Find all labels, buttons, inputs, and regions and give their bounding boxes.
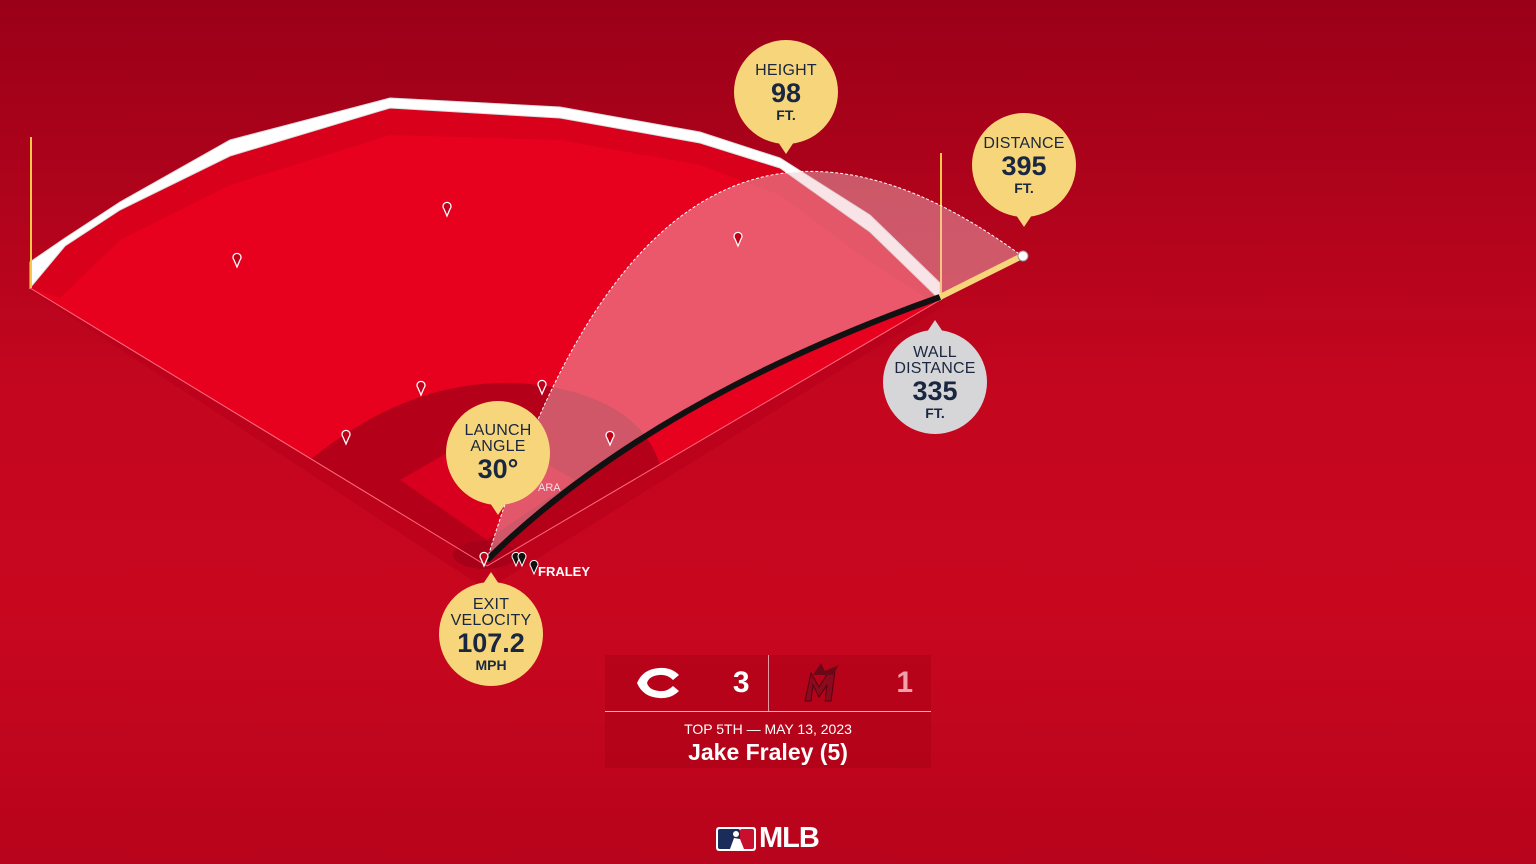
pin-icon: [537, 379, 547, 396]
pin-icon: [605, 430, 615, 447]
wall-distance-value: 335: [912, 375, 958, 406]
ball-landing-icon: [1017, 250, 1029, 262]
home-team: 1: [767, 655, 932, 711]
exit-velocity-label-2: VELOCITY: [450, 611, 532, 629]
player-name: Jake Fraley (5): [688, 739, 848, 765]
launch-angle-callout: LAUNCH ANGLE 30°: [446, 401, 550, 515]
distance-label: DISTANCE: [983, 134, 1065, 152]
distance-callout: DISTANCE 395 FT.: [972, 113, 1076, 227]
away-score: 3: [732, 666, 750, 699]
height-unit: FT.: [776, 106, 796, 123]
pin-icon: [733, 231, 743, 248]
exit-velocity-label: EXIT: [472, 595, 510, 613]
inning-date: TOP 5TH — MAY 13, 2023: [684, 721, 852, 737]
launch-angle-value: 30°: [477, 454, 519, 484]
launch-angle-label: LAUNCH: [464, 422, 532, 439]
height-label: HEIGHT: [755, 61, 817, 79]
pin-icon: [442, 201, 452, 218]
flight-shadow-area: [487, 171, 1022, 560]
runner-pins: [511, 551, 539, 576]
batter-label: FRALEY: [538, 564, 590, 579]
pin-icon: [416, 380, 426, 397]
wall-distance-callout: WALL DISTANCE 335 FT.: [883, 320, 987, 434]
wall-distance-label: WALL: [913, 343, 957, 361]
pin-icon: [517, 551, 527, 568]
pin-icon: [232, 252, 242, 269]
wall-distance-unit: FT.: [925, 404, 945, 421]
home-score: 1: [896, 666, 913, 699]
ball-flight-arc: [486, 170, 1023, 561]
left-foul-line: [29, 287, 488, 567]
mlb-batter-icon: [716, 826, 756, 851]
exit-velocity-value: 107.2: [457, 627, 525, 658]
right-foul-line: [486, 299, 941, 567]
exit-velocity-unit: MPH: [475, 656, 507, 673]
reds-logo-icon: [637, 667, 679, 699]
away-team: 3: [605, 655, 768, 711]
mlb-text: MLB: [759, 822, 820, 854]
beyond-wall-track: [938, 253, 1024, 300]
fielder-label: ARA: [538, 482, 561, 494]
pin-icon: [479, 551, 489, 568]
ground-track: [484, 294, 942, 563]
fielder-pins: [232, 201, 743, 568]
marlins-logo-icon: [803, 663, 839, 702]
pin-icon: [341, 429, 351, 446]
scoreboard: 3 1 TOP 5TH — MAY 13, 2023 Jake Fraley (…: [605, 655, 931, 768]
mlb-logo: MLB: [716, 822, 820, 855]
warning-track: [30, 108, 940, 300]
distance-value: 395: [1001, 150, 1047, 181]
distance-unit: FT.: [1014, 179, 1034, 196]
height-value: 98: [770, 77, 802, 108]
height-callout: HEIGHT 98 FT.: [734, 40, 838, 154]
exit-velocity-callout: EXIT VELOCITY 107.2 MPH: [439, 572, 543, 686]
launch-angle-label-2: ANGLE: [470, 438, 526, 455]
pin-icon: [529, 559, 539, 576]
wall-distance-label-2: DISTANCE: [894, 359, 976, 377]
outfield-grass: [30, 108, 940, 566]
